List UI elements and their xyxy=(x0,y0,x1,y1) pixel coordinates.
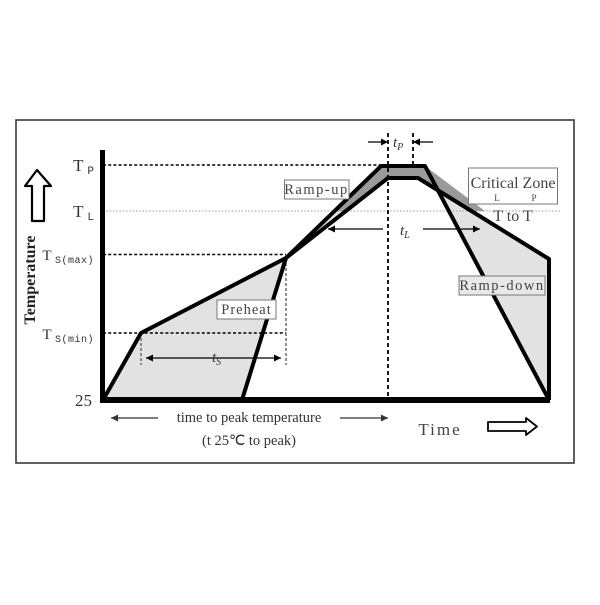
svg-text:Ramp-down: Ramp-down xyxy=(459,278,544,294)
svg-text:Temperature: Temperature xyxy=(22,236,39,325)
svg-text:Time: Time xyxy=(418,420,461,439)
svg-text:T P: T P xyxy=(73,156,94,178)
svg-text:L: L xyxy=(494,193,500,203)
svg-text:Preheat: Preheat xyxy=(221,302,271,318)
svg-text:(t 25℃ to peak): (t 25℃ to peak) xyxy=(202,433,296,449)
svg-text:P: P xyxy=(531,193,536,203)
svg-text:time to peak temperature: time to peak temperature xyxy=(177,410,322,426)
svg-text:T S(min): T S(min) xyxy=(42,327,94,346)
svg-text:tP: tP xyxy=(393,135,403,153)
svg-text:T L: T L xyxy=(73,202,94,224)
svg-text:tL: tL xyxy=(400,223,410,241)
svg-text:Ramp-up: Ramp-up xyxy=(284,182,348,198)
svg-text:25: 25 xyxy=(75,391,92,410)
svg-text:T S(max): T S(max) xyxy=(42,248,94,267)
svg-text:Critical Zone: Critical Zone xyxy=(471,175,556,192)
svg-text:T to T: T to T xyxy=(493,208,533,225)
